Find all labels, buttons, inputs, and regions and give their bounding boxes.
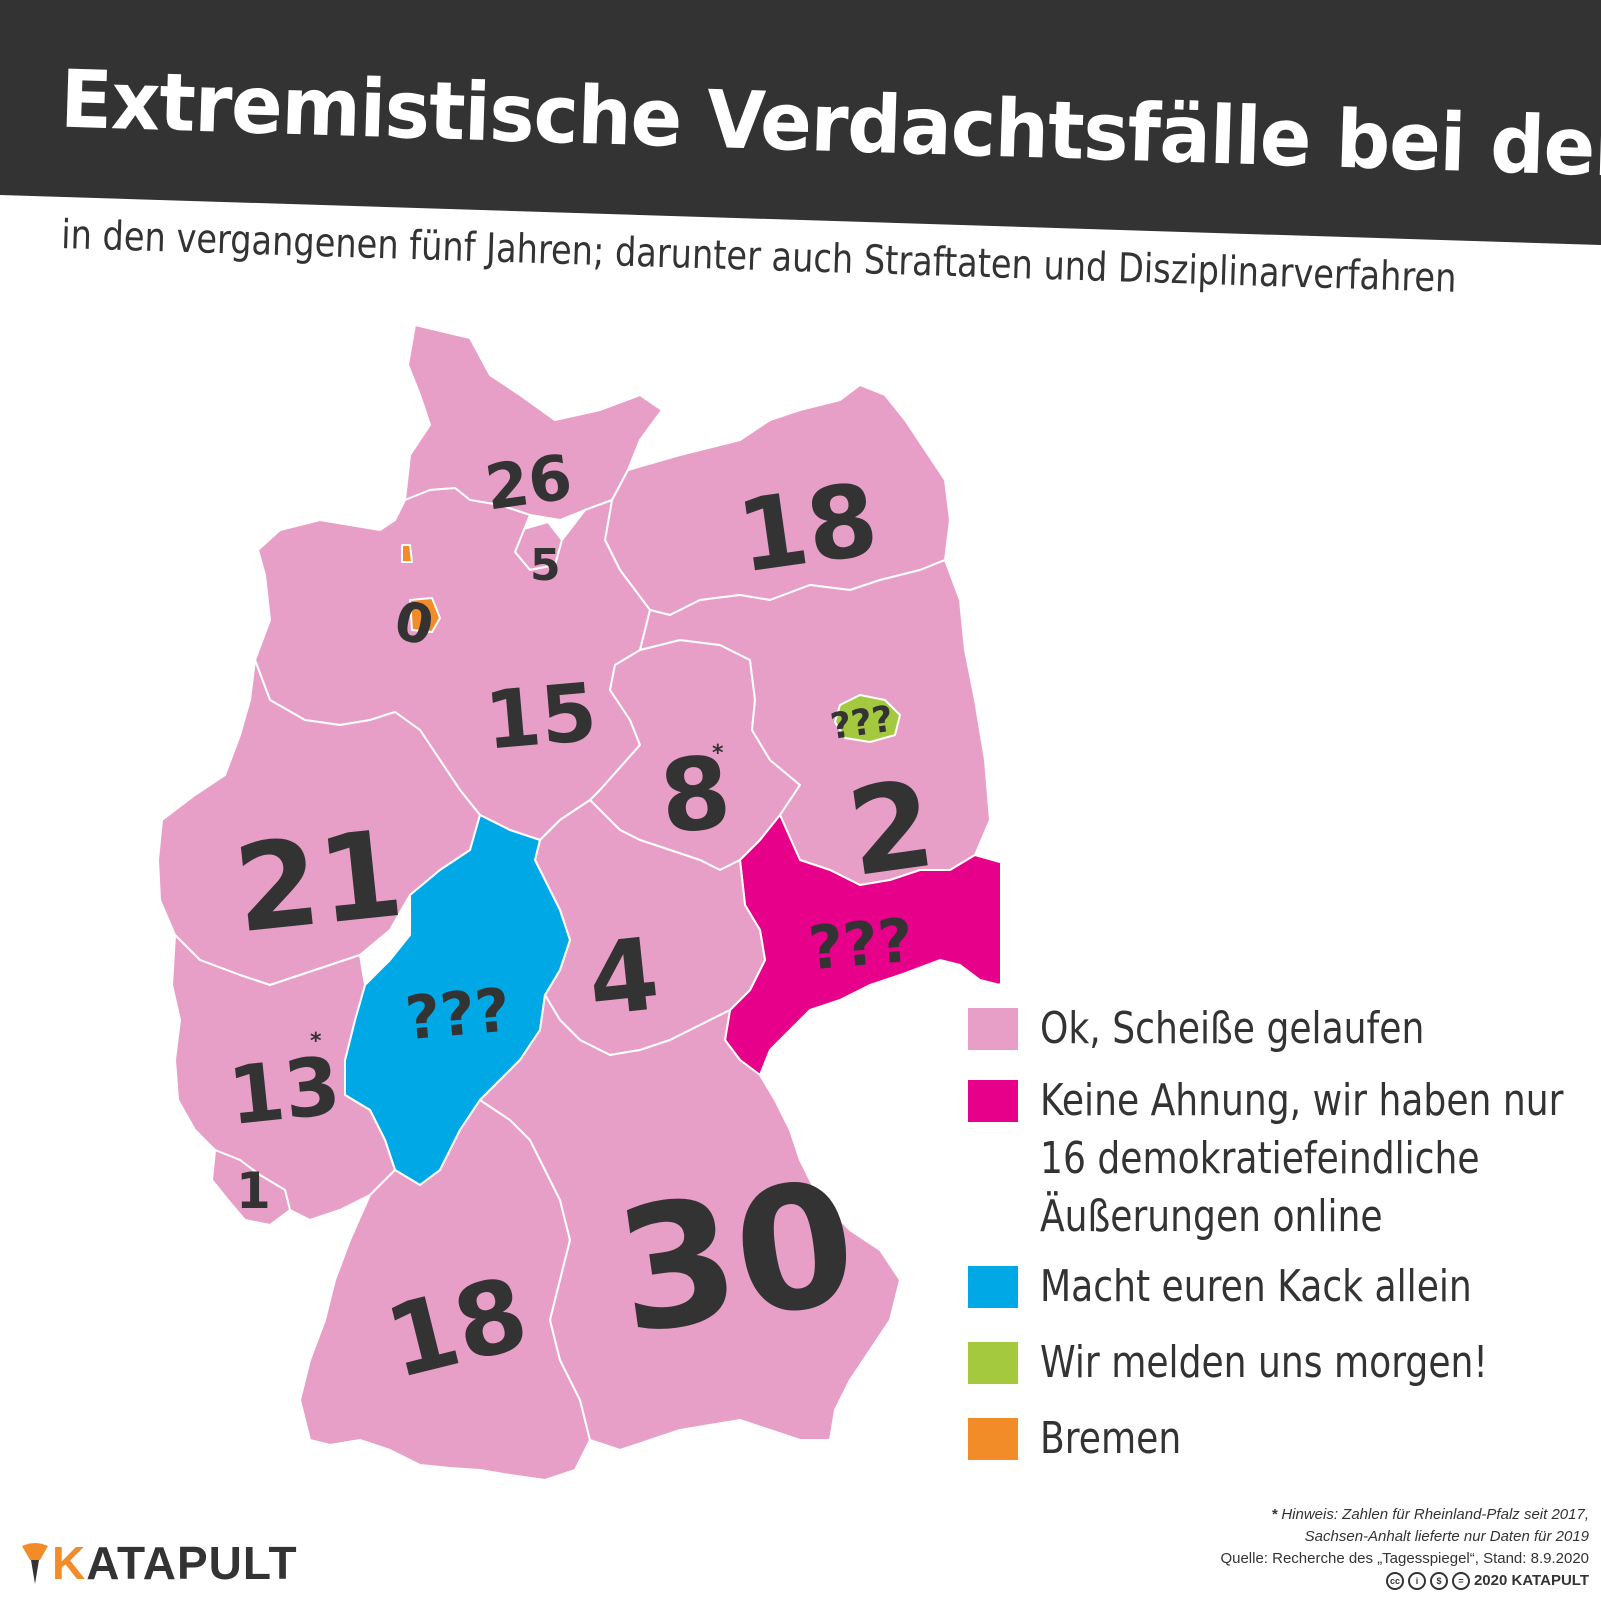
footnote-mark: *: [1271, 1506, 1278, 1523]
legend-swatch-morgen: [968, 1342, 1018, 1384]
label-thueringen: 4: [583, 915, 664, 1039]
footnote: * Hinweis: Zahlen für Rheinland-Pfalz se…: [1220, 1504, 1589, 1592]
logo-text: KATAPULT: [52, 1536, 298, 1590]
label-rheinland-pfalz: 13: [224, 1039, 344, 1143]
legend-swatch-keine-ahnung: [968, 1080, 1018, 1122]
legend-item-morgen: Wir melden uns morgen!: [968, 1334, 1601, 1392]
label-saarland: 1: [236, 1162, 271, 1220]
logo-first-letter: K: [52, 1537, 87, 1589]
label-rheinland-pfalz-mark: *: [310, 1029, 322, 1054]
label-berlin: ???: [828, 699, 896, 748]
label-hamburg: 5: [530, 540, 561, 591]
label-niedersachsen: 15: [481, 665, 600, 767]
banner-background: [0, 0, 1601, 245]
region-saarland[interactable]: [211, 1149, 291, 1226]
label-sachsen-anhalt: 8: [655, 733, 736, 857]
logo-rest: ATAPULT: [86, 1537, 298, 1589]
by-icon: i: [1407, 1572, 1426, 1590]
nc-icon: $: [1429, 1572, 1448, 1590]
region-bremen[interactable]: [401, 544, 441, 633]
legend-item-bremen: Bremen: [968, 1410, 1601, 1468]
footnote-line1-text: Hinweis: Zahlen für Rheinland-Pfalz seit…: [1281, 1506, 1589, 1523]
region-schleswig-holstein[interactable]: [404, 324, 663, 521]
label-sachsen-anhalt-mark: *: [712, 741, 724, 766]
label-mecklenburg-vorpommern: 18: [730, 460, 884, 595]
nd-icon: =: [1451, 1572, 1470, 1590]
footnote-line1: * Hinweis: Zahlen für Rheinland-Pfalz se…: [1220, 1504, 1589, 1526]
license-row: cc i $ = 2020 KATAPULT: [1220, 1570, 1589, 1592]
legend-swatch-ok: [968, 1008, 1018, 1050]
title-banner: [0, 0, 1601, 245]
region-bayern[interactable]: [479, 994, 901, 1451]
label-schleswig-holstein: 26: [481, 440, 577, 524]
legend-item-ok: Ok, Scheiße gelaufen: [968, 1000, 1601, 1058]
footnote-line2: Sachsen-Anhalt lieferte nur Daten für 20…: [1304, 1528, 1589, 1545]
catapult-icon: [22, 1543, 48, 1584]
legend-swatch-bremen: [968, 1418, 1018, 1460]
label-brandenburg: 2: [840, 755, 942, 904]
legend-item-keine-ahnung: Keine Ahnung, wir haben nur 16 demokrati…: [968, 1072, 1601, 1246]
label-bayern: 30: [605, 1144, 867, 1373]
cc-icon: cc: [1385, 1572, 1404, 1590]
legend-label-ok: Ok, Scheiße gelaufen: [1040, 1003, 1425, 1054]
label-sachsen: ???: [806, 906, 916, 985]
label-nordrhein-westfalen: 21: [229, 805, 410, 961]
legend-label-macht-allein: Macht euren Kack allein: [1040, 1261, 1472, 1312]
license-text: 2020 KATAPULT: [1473, 1572, 1589, 1589]
region-berlin[interactable]: [834, 694, 901, 743]
germany-map: 26 5 18 0 15 8 * ??? 2 21 ??? 4 ??? 13 *…: [157, 324, 1000, 1481]
label-hessen: ???: [403, 975, 513, 1054]
katapult-logo[interactable]: KATAPULT: [18, 1536, 298, 1590]
legend-swatch-macht-allein: [968, 1266, 1018, 1308]
legend-label-bremen: Bremen: [1040, 1413, 1182, 1464]
legend-item-macht-allein: Macht euren Kack allein: [968, 1258, 1601, 1316]
legend-label-keine-ahnung: Keine Ahnung, wir haben nur 16 demokrati…: [1040, 1075, 1564, 1242]
legend-label-morgen: Wir melden uns morgen!: [1040, 1337, 1488, 1388]
footnote-source: Quelle: Recherche des „Tagesspiegel“, St…: [1220, 1550, 1589, 1567]
